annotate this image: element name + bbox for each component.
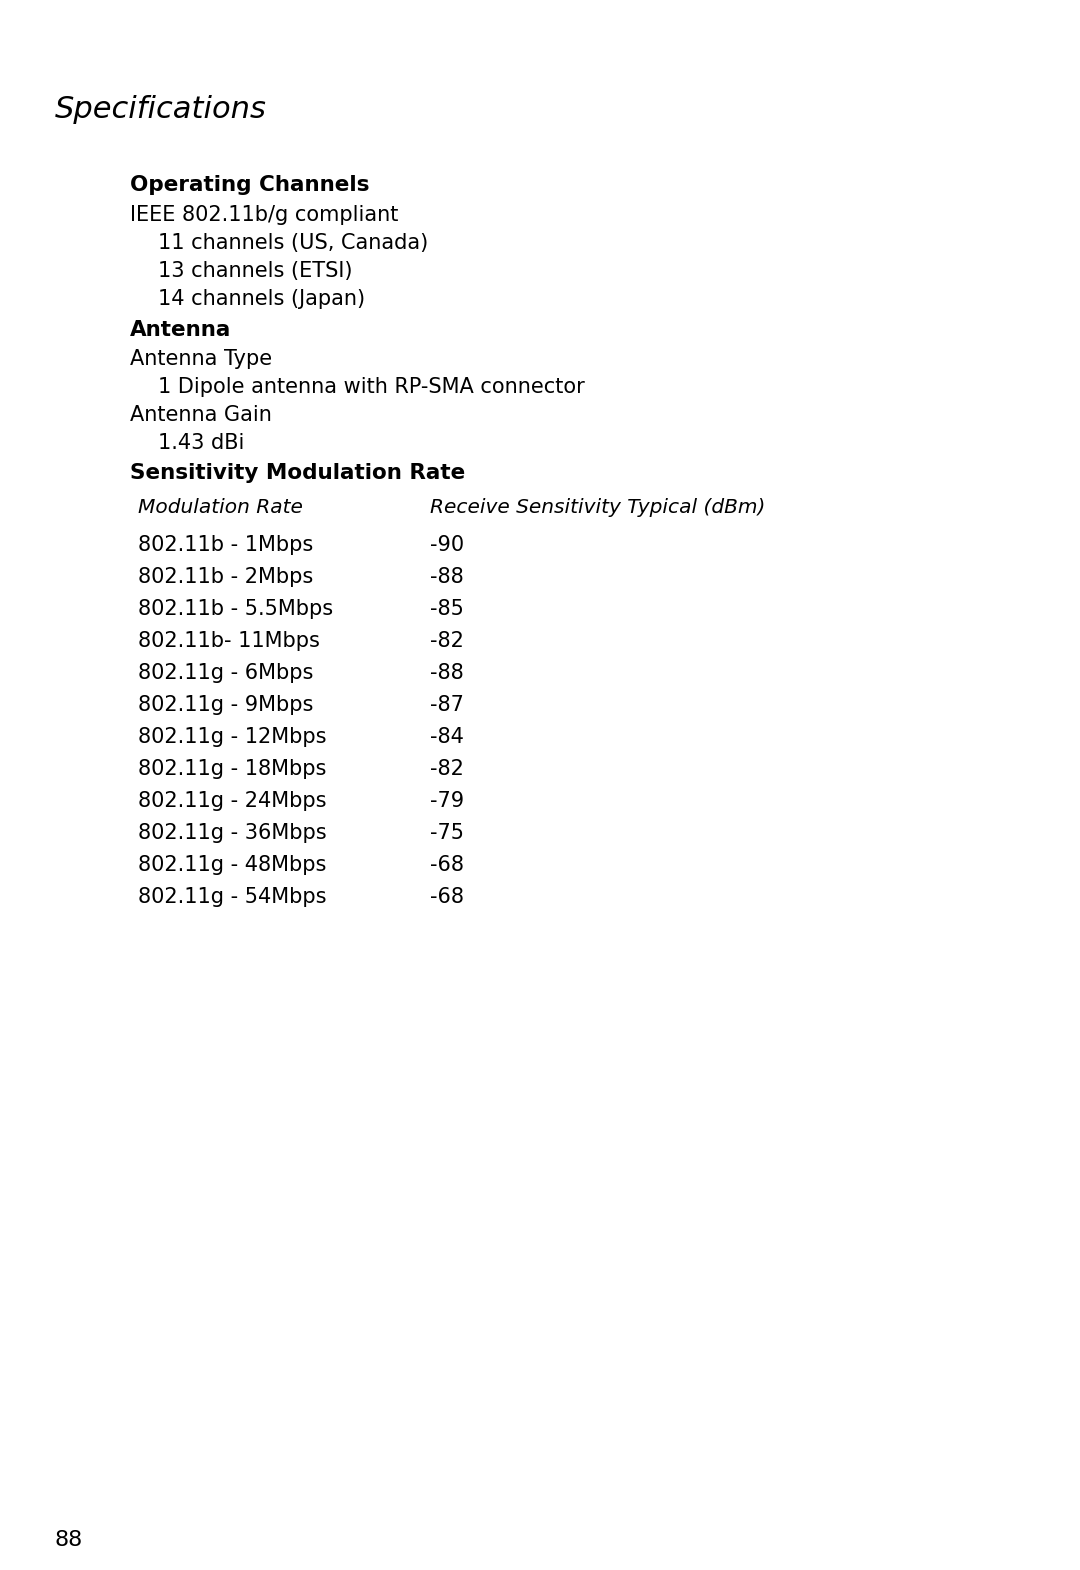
Text: Antenna Type: Antenna Type xyxy=(130,349,272,369)
Text: -84: -84 xyxy=(430,727,464,747)
Text: 88: 88 xyxy=(55,1531,83,1550)
Text: -87: -87 xyxy=(430,696,464,714)
Text: 802.11g - 48Mbps: 802.11g - 48Mbps xyxy=(138,856,326,874)
Text: -75: -75 xyxy=(430,823,464,843)
Text: 802.11g - 12Mbps: 802.11g - 12Mbps xyxy=(138,727,326,747)
Text: 802.11g - 54Mbps: 802.11g - 54Mbps xyxy=(138,887,326,907)
Text: 802.11g - 18Mbps: 802.11g - 18Mbps xyxy=(138,758,326,779)
Text: Specifications: Specifications xyxy=(55,96,267,124)
Text: 1 Dipole antenna with RP-SMA connector: 1 Dipole antenna with RP-SMA connector xyxy=(158,377,584,397)
Text: -88: -88 xyxy=(430,567,463,587)
Text: -85: -85 xyxy=(430,600,464,619)
Text: 802.11g - 24Mbps: 802.11g - 24Mbps xyxy=(138,791,326,812)
Text: Modulation Rate: Modulation Rate xyxy=(138,498,302,517)
Text: -68: -68 xyxy=(430,887,464,907)
Text: -82: -82 xyxy=(430,758,464,779)
Text: 802.11b- 11Mbps: 802.11b- 11Mbps xyxy=(138,631,320,652)
Text: 1.43 dBi: 1.43 dBi xyxy=(158,433,244,454)
Text: 802.11g - 36Mbps: 802.11g - 36Mbps xyxy=(138,823,326,843)
Text: 802.11b - 2Mbps: 802.11b - 2Mbps xyxy=(138,567,313,587)
Text: Sensitivity Modulation Rate: Sensitivity Modulation Rate xyxy=(130,463,465,484)
Text: -88: -88 xyxy=(430,663,463,683)
Text: 802.11g - 6Mbps: 802.11g - 6Mbps xyxy=(138,663,313,683)
Text: 802.11b - 1Mbps: 802.11b - 1Mbps xyxy=(138,535,313,556)
Text: -79: -79 xyxy=(430,791,464,812)
Text: 802.11g - 9Mbps: 802.11g - 9Mbps xyxy=(138,696,313,714)
Text: -68: -68 xyxy=(430,856,464,874)
Text: 802.11b - 5.5Mbps: 802.11b - 5.5Mbps xyxy=(138,600,333,619)
Text: 13 channels (ETSI): 13 channels (ETSI) xyxy=(158,261,352,281)
Text: Antenna: Antenna xyxy=(130,320,231,341)
Text: 14 channels (Japan): 14 channels (Japan) xyxy=(158,289,365,309)
Text: Antenna Gain: Antenna Gain xyxy=(130,405,272,425)
Text: Operating Channels: Operating Channels xyxy=(130,174,369,195)
Text: -82: -82 xyxy=(430,631,464,652)
Text: IEEE 802.11b/g compliant: IEEE 802.11b/g compliant xyxy=(130,206,399,225)
Text: -90: -90 xyxy=(430,535,464,556)
Text: 11 channels (US, Canada): 11 channels (US, Canada) xyxy=(158,232,429,253)
Text: Receive Sensitivity Typical (dBm): Receive Sensitivity Typical (dBm) xyxy=(430,498,766,517)
